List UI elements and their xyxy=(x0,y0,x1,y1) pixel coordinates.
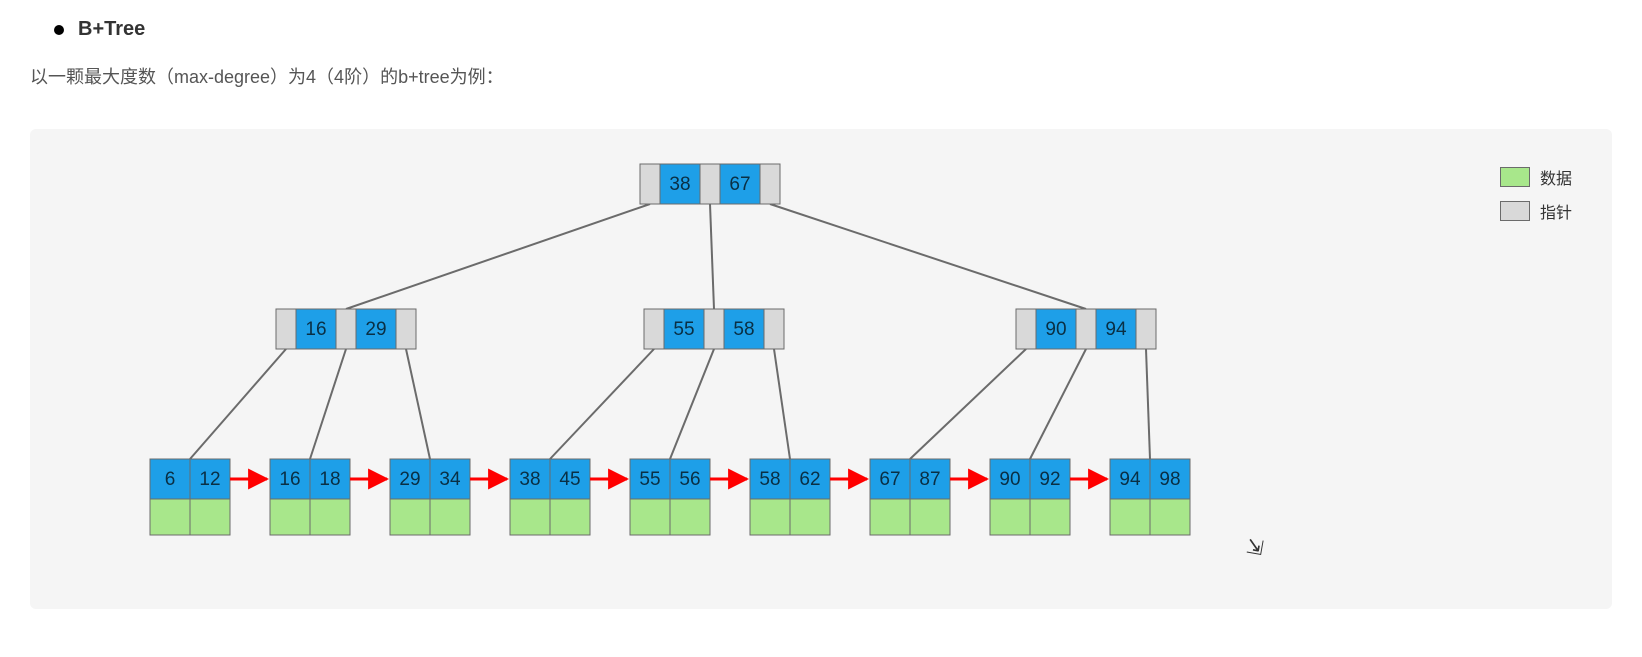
svg-text:90: 90 xyxy=(1045,319,1066,340)
internal-node-2: 90 94 xyxy=(1016,309,1156,349)
svg-text:92: 92 xyxy=(1039,469,1060,490)
svg-text:6: 6 xyxy=(165,469,176,490)
svg-text:18: 18 xyxy=(319,469,340,490)
svg-text:16: 16 xyxy=(305,319,326,340)
leaf-node-6: 67 87 xyxy=(870,459,950,535)
leaf-node-2: 29 34 xyxy=(390,459,470,535)
svg-text:98: 98 xyxy=(1159,469,1180,490)
svg-text:29: 29 xyxy=(399,469,420,490)
page: B+Tree 以一颗最大度数（max-degree）为4（4阶）的b+tree为… xyxy=(0,0,1642,657)
svg-text:29: 29 xyxy=(365,319,386,340)
svg-text:67: 67 xyxy=(879,469,900,490)
svg-text:62: 62 xyxy=(799,469,820,490)
svg-text:58: 58 xyxy=(733,319,754,340)
legend-swatch-pointer xyxy=(1500,201,1530,221)
leaf-node-8: 94 98 xyxy=(1110,459,1190,535)
svg-text:67: 67 xyxy=(729,174,750,195)
svg-text:87: 87 xyxy=(919,469,940,490)
legend-row-data: 数据 xyxy=(1500,165,1572,189)
legend-label-data: 数据 xyxy=(1540,165,1572,189)
legend: 数据 指针 xyxy=(1500,165,1572,233)
leaf-node-4: 55 56 xyxy=(630,459,710,535)
svg-text:16: 16 xyxy=(279,469,300,490)
diagram-panel: 6121618293438455556586267879092949816295… xyxy=(30,129,1612,609)
svg-text:38: 38 xyxy=(669,174,690,195)
svg-text:55: 55 xyxy=(639,469,660,490)
svg-text:34: 34 xyxy=(439,469,461,490)
leaf-node-1: 1618 xyxy=(270,459,350,535)
section-title: B+Tree xyxy=(78,18,145,41)
bplus-tree-svg: 6121618293438455556586267879092949816295… xyxy=(30,129,1612,609)
svg-text:38: 38 xyxy=(519,469,540,490)
svg-text:58: 58 xyxy=(759,469,780,490)
svg-text:94: 94 xyxy=(1105,319,1127,340)
leaf-node-0: 6 12 xyxy=(150,459,230,535)
svg-text:56: 56 xyxy=(679,469,700,490)
leaf-node-3: 38 45 xyxy=(510,459,590,535)
legend-row-pointer: 指针 xyxy=(1500,199,1572,223)
svg-text:55: 55 xyxy=(673,319,694,340)
internal-node-1: 55 58 xyxy=(644,309,784,349)
svg-text:90: 90 xyxy=(999,469,1020,490)
internal-node-0: 1629 xyxy=(276,309,416,349)
leaf-node-7: 90 92 xyxy=(990,459,1070,535)
section-title-row: B+Tree xyxy=(54,18,1612,41)
svg-text:45: 45 xyxy=(559,469,580,490)
legend-label-pointer: 指针 xyxy=(1540,199,1572,223)
bullet-icon xyxy=(54,25,64,35)
root-node: 38 67 xyxy=(640,164,780,204)
svg-text:12: 12 xyxy=(199,469,220,490)
legend-swatch-data xyxy=(1500,167,1530,187)
section-subtitle: 以一颗最大度数（max-degree）为4（4阶）的b+tree为例： xyxy=(30,63,1612,89)
svg-text:94: 94 xyxy=(1119,469,1141,490)
leaf-node-5: 58 62 xyxy=(750,459,830,535)
